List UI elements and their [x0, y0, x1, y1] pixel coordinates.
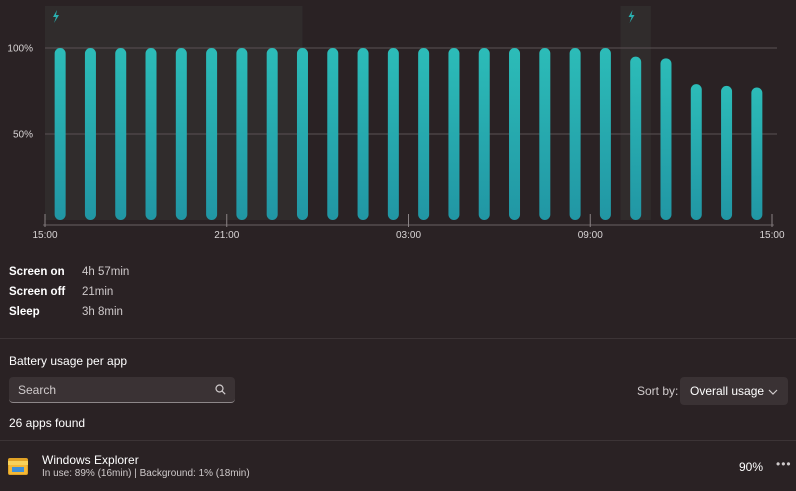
apps-found-count: 26 apps found [9, 416, 86, 430]
battery-bar [509, 48, 521, 220]
stat-value: 21min [82, 286, 114, 298]
stat-label: Sleep [9, 306, 40, 318]
section-divider [0, 338, 796, 339]
battery-bar [296, 48, 308, 220]
more-options-icon[interactable]: ••• [776, 457, 792, 471]
screen-stats: Screen on 4h 57min Screen off 21min Slee… [9, 262, 129, 322]
stat-row-sleep: Sleep 3h 8min [9, 302, 129, 322]
section-title: Battery usage per app [9, 354, 128, 368]
search-input[interactable] [18, 382, 214, 397]
battery-bar [206, 48, 218, 220]
list-divider [0, 440, 796, 441]
stat-label: Screen on [9, 266, 65, 278]
charging-bolt-icon [53, 10, 59, 23]
x-tick-label: 21:00 [214, 230, 239, 241]
stat-value: 3h 8min [82, 306, 123, 318]
battery-bar [145, 48, 157, 220]
battery-bar [448, 48, 460, 220]
battery-bar [660, 58, 672, 220]
battery-bar [599, 48, 611, 220]
battery-bar [690, 84, 702, 221]
battery-bar [236, 48, 248, 220]
y-tick-label: 50% [13, 130, 33, 141]
battery-level-chart: 100% 50% 15:00 21:00 03:00 09:00 15:00 [7, 6, 785, 241]
stat-label: Screen off [9, 286, 66, 298]
stat-value: 4h 57min [82, 266, 130, 278]
stat-row-screen-on: Screen on 4h 57min [9, 262, 129, 282]
battery-bar [54, 48, 66, 220]
charging-bolt-icon [628, 10, 635, 23]
battery-bar [630, 56, 642, 220]
folder-icon [8, 456, 28, 476]
sort-selected-value: Overall usage [690, 384, 765, 398]
battery-bar [569, 48, 581, 220]
charging-region [45, 6, 303, 220]
x-tick-label: 09:00 [578, 230, 603, 241]
sort-label: Sort by: [637, 384, 679, 398]
app-usage-percent: 90% [739, 460, 764, 474]
battery-bar [539, 48, 551, 220]
battery-bar [387, 48, 399, 220]
battery-bar [418, 48, 430, 220]
battery-bar [115, 48, 127, 220]
app-usage-detail: In use: 89% (16min) | Background: 1% (18… [42, 468, 250, 479]
x-tick-label: 15:00 [759, 230, 784, 241]
battery-bar [266, 48, 278, 220]
battery-bar [721, 85, 733, 220]
stat-row-screen-off: Screen off 21min [9, 282, 129, 302]
battery-bar [175, 48, 187, 220]
search-icon[interactable] [214, 384, 226, 396]
chevron-down-icon [768, 384, 778, 398]
app-row-windows-explorer[interactable]: Windows Explorer In use: 89% (16min) | B… [0, 442, 796, 491]
battery-bar [84, 48, 96, 220]
sort-dropdown[interactable]: Overall usage [680, 377, 788, 405]
battery-bar [751, 87, 763, 220]
x-tick-label: 03:00 [396, 230, 421, 241]
x-tick-label: 15:00 [32, 230, 57, 241]
app-name: Windows Explorer [42, 453, 139, 467]
search-box[interactable] [9, 377, 235, 403]
battery-bar [327, 48, 339, 220]
battery-bar [478, 48, 490, 220]
battery-bar [357, 48, 369, 220]
y-tick-label: 100% [7, 44, 33, 55]
